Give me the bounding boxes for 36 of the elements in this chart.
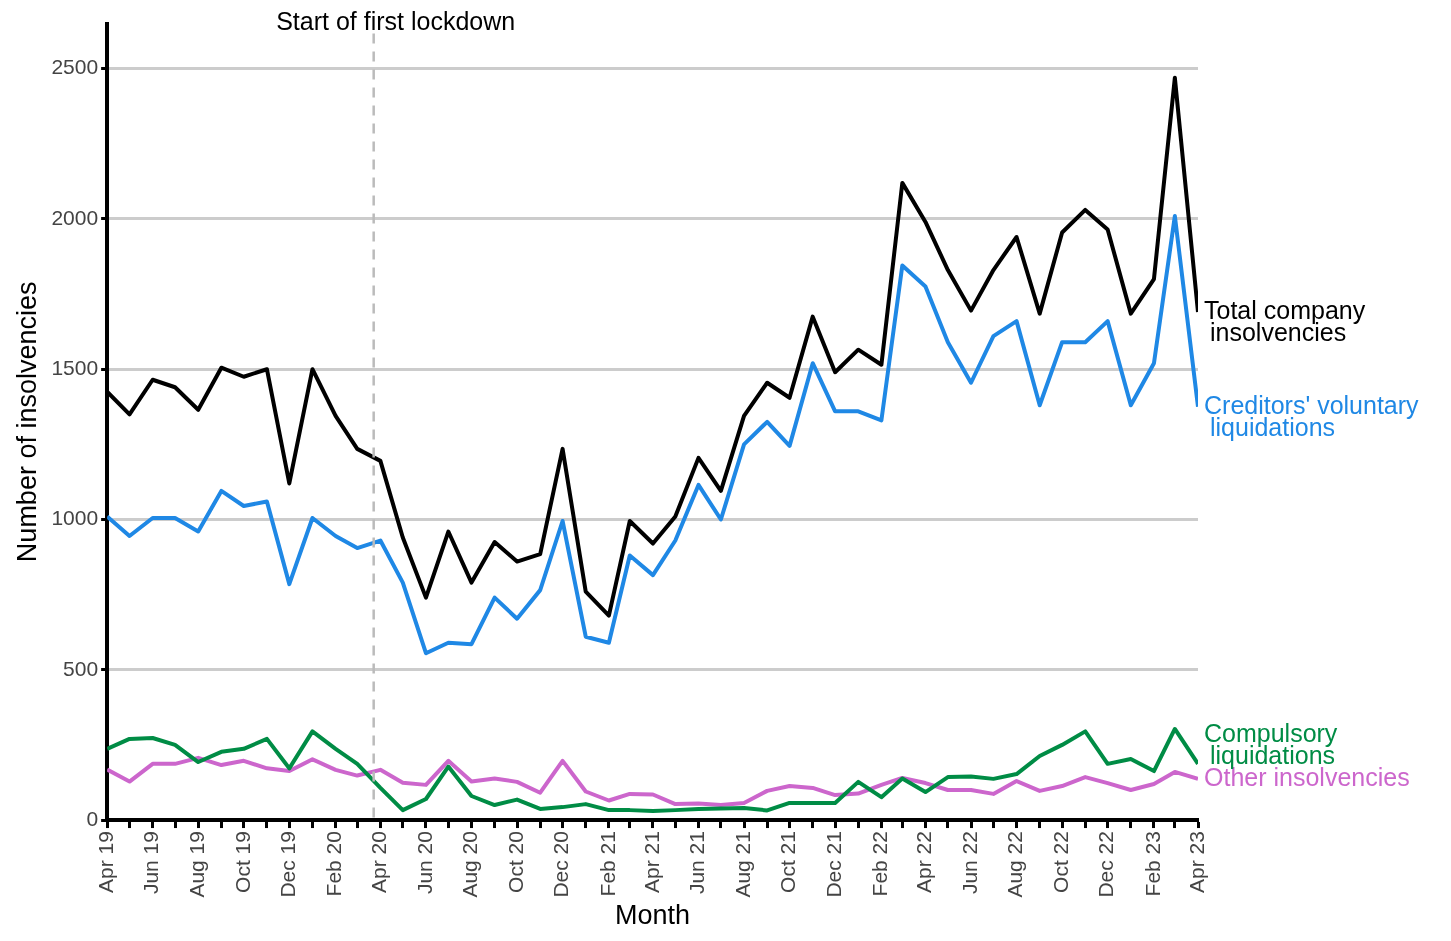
- x-tick-label: Dec 20: [549, 831, 573, 898]
- x-tick-label: Jun 21: [685, 831, 709, 895]
- x-tick-label: Aug 19: [185, 831, 209, 898]
- x-tick-label: Dec 21: [821, 831, 845, 898]
- y-tick-label: 2500: [51, 55, 99, 79]
- series-label: Creditors' voluntary liquidations: [1204, 390, 1420, 441]
- x-tick-label: Jun 22: [957, 831, 981, 895]
- x-tick-label: Aug 20: [458, 831, 482, 898]
- y-axis-title: Number of insolvencies: [11, 281, 42, 563]
- y-tick-label: 2000: [51, 205, 99, 229]
- x-tick-label: Apr 20: [367, 831, 391, 893]
- x-tick-label: Oct 19: [230, 831, 254, 893]
- y-tick-label: 500: [63, 656, 99, 680]
- x-tick-label: Feb 23: [1140, 831, 1164, 897]
- x-tick-label: Oct 22: [1048, 831, 1072, 893]
- x-tick-label: Oct 20: [503, 831, 527, 893]
- x-tick-label: Jun 19: [139, 831, 163, 895]
- x-tick-label: Apr 21: [639, 831, 663, 893]
- x-tick-label: Feb 20: [322, 831, 346, 897]
- x-tick-label: Apr 23: [1184, 831, 1208, 893]
- x-tick-label: Dec 22: [1094, 831, 1118, 898]
- ref-line-label: Start of first lockdown: [276, 7, 516, 36]
- x-tick-label: Apr 19: [93, 831, 117, 893]
- x-axis-title: Month: [615, 900, 691, 931]
- x-tick-label: Oct 21: [776, 831, 800, 893]
- series-label: Total company insolvencies: [1204, 296, 1366, 347]
- y-tick-label: 0: [86, 806, 99, 830]
- x-tick-label: Aug 21: [730, 831, 754, 898]
- x-tick-label: Feb 21: [595, 831, 619, 897]
- x-tick-label: Jun 20: [412, 831, 436, 895]
- x-tick-label: Aug 22: [1003, 831, 1027, 898]
- x-tick-label: Feb 22: [868, 831, 892, 897]
- x-tick-label: Apr 22: [912, 831, 936, 893]
- x-tick-label: Dec 19: [276, 831, 300, 898]
- y-tick-label: 1500: [51, 356, 99, 380]
- y-tick-label: 1000: [51, 506, 99, 530]
